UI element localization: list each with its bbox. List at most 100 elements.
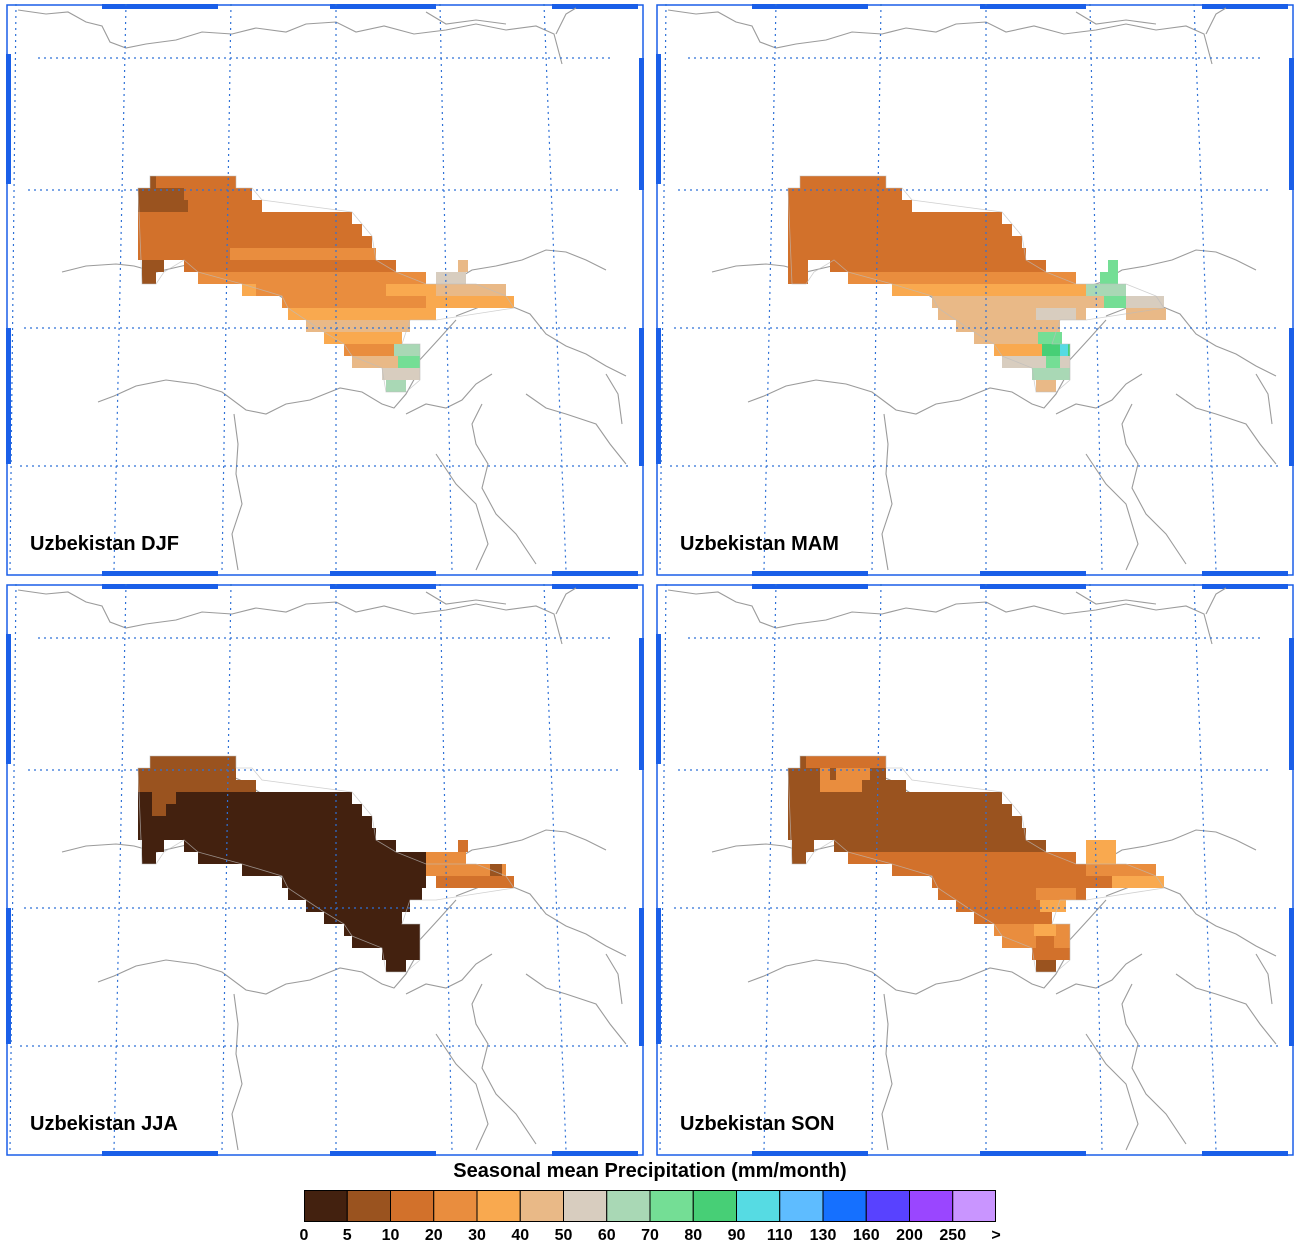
precip-cell-jja-11 — [242, 864, 426, 876]
grid-longitude-mam-0 — [659, 4, 667, 571]
precip-cell-son-26 — [1112, 876, 1164, 888]
precip-cell-djf-35 — [394, 344, 420, 356]
colorbar-label-7: 60 — [597, 1227, 616, 1244]
country-border-mam-12 — [1085, 453, 1139, 571]
precip-cell-jja-6 — [138, 828, 376, 840]
precip-cell-djf-18 — [382, 368, 420, 380]
precip-cell-jja-9 — [142, 852, 156, 864]
precip-cell-jja-5 — [138, 816, 372, 828]
country-border-jja-8 — [471, 983, 537, 1145]
precip-cell-son-28 — [1036, 888, 1076, 900]
precip-cell-djf-8 — [184, 260, 396, 272]
country-border-mam-11 — [1205, 7, 1227, 35]
panel-title-djf: Uzbekistan DJF — [30, 533, 179, 555]
grid-longitude-jja-4 — [439, 584, 453, 1151]
precip-cell-son-5 — [788, 816, 1022, 828]
colorbar-label-11: 110 — [766, 1227, 793, 1244]
country-border-mam-9 — [1175, 393, 1277, 465]
map-panel-djf: Uzbekistan DJF — [6, 4, 644, 576]
country-border-mam-0 — [667, 9, 1213, 65]
precip-cell-jja-7 — [142, 840, 164, 852]
colorbar-swatch-0 — [304, 1190, 348, 1222]
precip-cell-son-6 — [788, 828, 1026, 840]
uzbekistan-outline-jja — [137, 755, 515, 973]
country-border-mam-8 — [1121, 403, 1187, 565]
precip-cell-mam-1 — [788, 188, 902, 200]
precip-cell-djf-24 — [208, 224, 362, 236]
precip-cell-jja-24 — [152, 804, 166, 816]
precip-cell-son-4 — [788, 804, 1012, 816]
precip-cell-mam-10 — [848, 272, 1076, 284]
precip-cell-jja-17 — [352, 936, 420, 948]
map-frame-jja — [6, 584, 644, 1156]
map-panel-son: Uzbekistan SON — [656, 584, 1294, 1156]
country-border-son-5 — [1105, 883, 1277, 957]
colorbar-label-8: 70 — [641, 1227, 659, 1244]
precip-cell-jja-15 — [324, 912, 402, 924]
country-border-djf-13 — [605, 373, 623, 425]
grid-longitude-jja-5 — [543, 584, 567, 1151]
colorbar-label-2: 10 — [381, 1227, 400, 1244]
colorbar — [304, 1190, 996, 1222]
country-border-jja-10 — [405, 953, 493, 995]
precip-cell-son-22 — [820, 768, 830, 780]
grid-longitude-mam-2 — [871, 4, 882, 571]
precip-cell-mam-30 — [1126, 308, 1166, 320]
country-border-son-7 — [881, 993, 893, 1151]
precip-cell-mam-14 — [956, 320, 1060, 332]
precip-cell-djf-20 — [156, 176, 236, 188]
precip-cell-mam-22 — [1100, 272, 1118, 284]
colorbar-border — [304, 1190, 996, 1222]
grid-longitude-jja-1 — [113, 584, 127, 1151]
colorbar-label-10: 90 — [727, 1227, 746, 1244]
precip-cell-mam-23 — [1108, 260, 1118, 272]
country-border-jja-7 — [231, 993, 243, 1151]
grid-longitude-mam-1 — [763, 4, 777, 571]
precip-cell-son-14 — [956, 900, 1060, 912]
colorbar-swatch-12 — [822, 1190, 867, 1222]
country-border-son-12 — [1085, 1033, 1139, 1151]
colorbar-label-16: > — [991, 1227, 1001, 1244]
country-border-djf-5 — [455, 303, 627, 377]
country-border-jja-11 — [555, 587, 577, 615]
colorbar-label-4: 30 — [468, 1227, 486, 1244]
map-panel-mam: Uzbekistan MAM — [656, 4, 1294, 576]
precip-cell-djf-23 — [196, 212, 352, 224]
precip-cell-mam-4 — [788, 224, 1012, 236]
colorbar-swatch-1 — [346, 1190, 391, 1222]
colorbar-swatch-7 — [606, 1190, 651, 1222]
colorbar-swatch-11 — [779, 1190, 824, 1222]
precip-cell-djf-26 — [230, 248, 376, 260]
precip-cell-son-31 — [1036, 936, 1054, 948]
precip-cell-djf-36 — [398, 356, 420, 368]
country-border-jja-6 — [97, 955, 417, 995]
colorbar-label-12: 130 — [809, 1227, 837, 1244]
map-panel-jja: Uzbekistan JJA — [6, 584, 644, 1156]
precip-cell-son-15 — [974, 912, 1052, 924]
precip-cell-son-7 — [792, 840, 814, 852]
colorbar-label-1: 5 — [342, 1227, 352, 1244]
precip-cell-mam-29 — [1126, 296, 1164, 308]
precip-cell-jja-18 — [382, 948, 420, 960]
precip-cell-son-12 — [932, 876, 1164, 888]
colorbar-label-15: 250 — [939, 1227, 967, 1244]
colorbar-label-0: 0 — [299, 1227, 309, 1244]
precip-cell-mam-5 — [788, 236, 1022, 248]
precip-cell-mam-11 — [892, 284, 1126, 296]
precip-cell-jja-16 — [344, 924, 420, 936]
precip-cell-son-3 — [788, 792, 1002, 804]
country-border-djf-1 — [425, 11, 507, 25]
colorbar-swatch-9 — [692, 1190, 737, 1222]
precip-cell-djf-32 — [436, 284, 506, 296]
precip-cell-mam-9 — [788, 272, 808, 284]
colorbar-label-6: 50 — [554, 1227, 573, 1244]
precip-cell-jja-22 — [152, 780, 190, 792]
precip-cell-djf-7 — [142, 260, 164, 272]
precip-cell-son-25 — [1086, 864, 1156, 876]
precip-cell-djf-9 — [142, 272, 156, 284]
precip-cell-djf-25 — [220, 236, 372, 248]
country-border-son-8 — [1121, 983, 1187, 1145]
precip-cell-mam-15 — [974, 332, 1052, 344]
precip-cell-djf-10 — [198, 272, 426, 284]
precip-cell-mam-18 — [1032, 368, 1070, 380]
